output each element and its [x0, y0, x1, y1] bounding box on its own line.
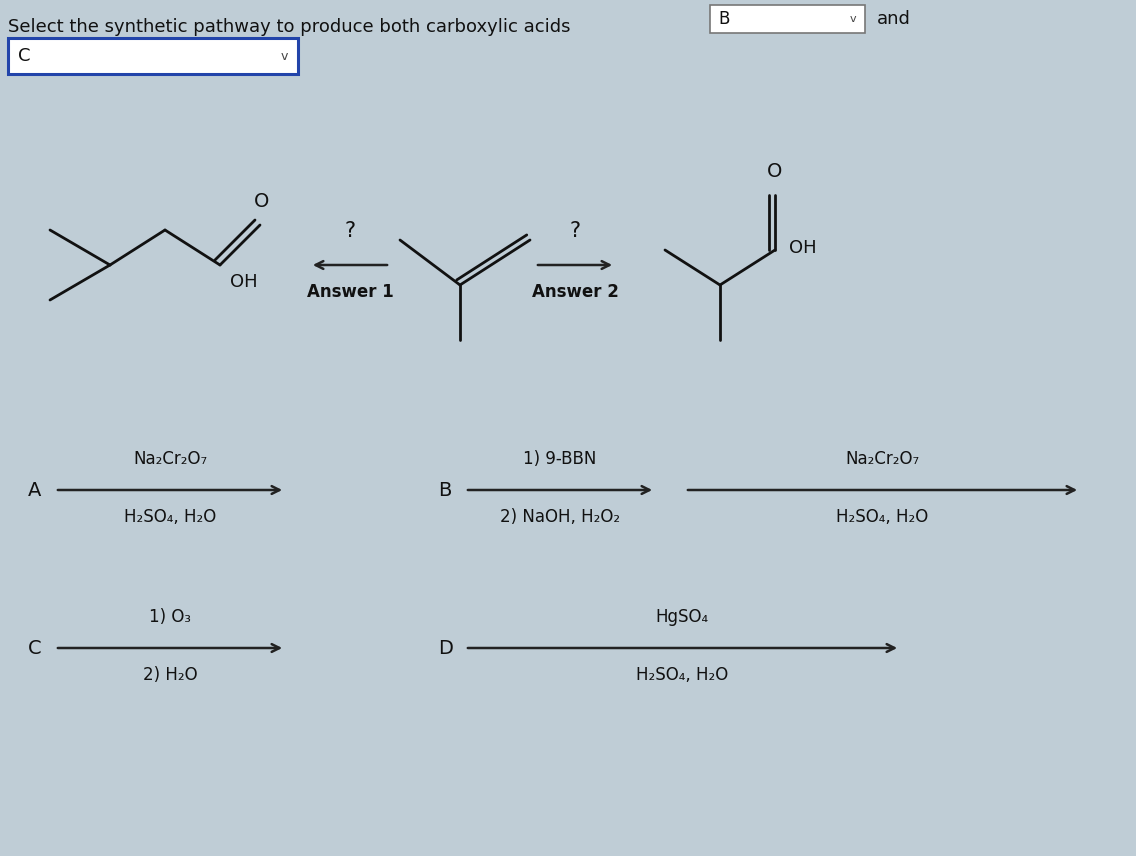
Text: D: D: [438, 639, 453, 657]
Text: v: v: [281, 50, 287, 62]
Text: ?: ?: [344, 221, 356, 241]
Text: 1) O₃: 1) O₃: [149, 608, 191, 626]
Text: H₂SO₄, H₂O: H₂SO₄, H₂O: [636, 666, 728, 684]
Text: OH: OH: [229, 273, 258, 291]
Text: Na₂Cr₂O₇: Na₂Cr₂O₇: [133, 450, 207, 468]
Text: C: C: [28, 639, 42, 657]
Text: Answer 1: Answer 1: [307, 283, 393, 301]
Text: v: v: [850, 14, 857, 24]
Text: HgSO₄: HgSO₄: [655, 608, 709, 626]
Text: 2) H₂O: 2) H₂O: [143, 666, 198, 684]
Text: Select the synthetic pathway to produce both carboxylic acids: Select the synthetic pathway to produce …: [8, 18, 570, 36]
Text: H₂SO₄, H₂O: H₂SO₄, H₂O: [124, 508, 216, 526]
Text: H₂SO₄, H₂O: H₂SO₄, H₂O: [836, 508, 928, 526]
Text: O: O: [254, 192, 269, 211]
Text: Na₂Cr₂O₇: Na₂Cr₂O₇: [845, 450, 919, 468]
Text: B: B: [438, 480, 451, 500]
Text: and: and: [877, 10, 911, 28]
Text: ?: ?: [569, 221, 580, 241]
Bar: [8, 38, 298, 74]
Text: A: A: [28, 480, 41, 500]
Bar: [710, 5, 864, 33]
Text: C: C: [18, 47, 31, 65]
Text: B: B: [718, 10, 729, 28]
Text: 1) 9-BBN: 1) 9-BBN: [524, 450, 596, 468]
Text: Answer 2: Answer 2: [532, 283, 618, 301]
Text: 2) NaOH, H₂O₂: 2) NaOH, H₂O₂: [500, 508, 620, 526]
Text: OH: OH: [790, 239, 817, 257]
Text: O: O: [767, 162, 783, 181]
